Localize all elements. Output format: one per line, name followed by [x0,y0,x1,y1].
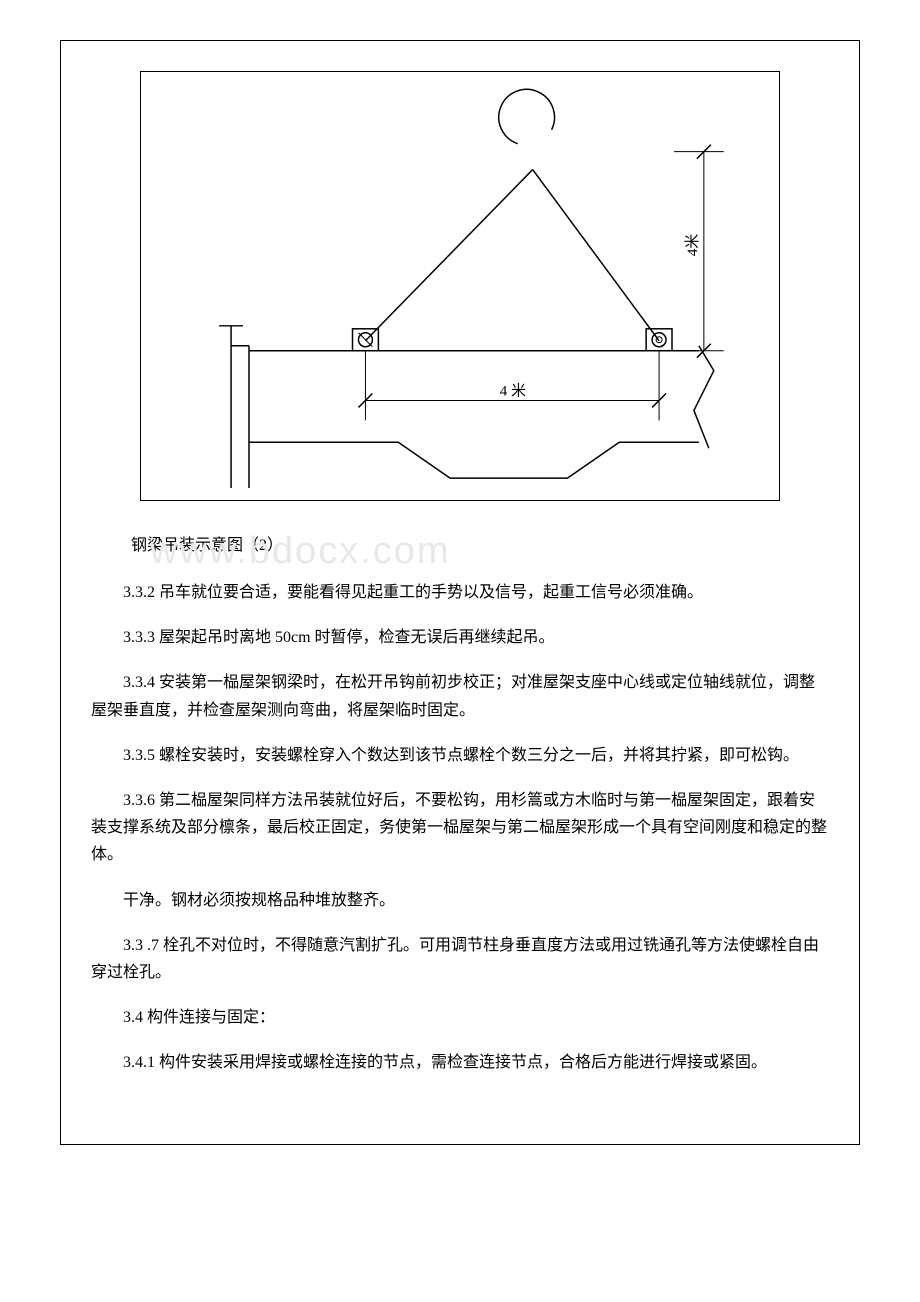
dim-h-label: 4 米 [500,382,526,399]
hoisting-diagram: 4 米 4米 [141,72,779,500]
para-3-3-7: 3.3 .7 栓孔不对位时，不得随意汽割扩孔。可用调节柱身垂直度方法或用过铣通孔… [91,932,829,986]
para-3-4-1: 3.4.1 构件安装采用焊接或螺栓连接的节点，需检查连接节点，合格后方能进行焊接… [91,1049,829,1076]
break-line-right [694,346,714,449]
document-border: 4 米 4米 钢梁吊装示意图（2） www.bdocx.com 3.3.2 吊车… [60,40,860,1145]
para-3-3-3: 3.3.3 屋架起吊时离地 50cm 时暂停，检查无误后再继续起吊。 [91,624,829,651]
para-clean: 干净。钢材必须按规格品种堆放整齐。 [91,887,829,914]
para-3-3-5: 3.3.5 螺栓安装时，安装螺栓穿入个数达到该节点螺栓个数三分之一后，并将其拧紧… [91,742,829,769]
beam-bottom [249,442,699,478]
sling-right [533,170,659,341]
dim-v-label: 4米 [684,234,701,256]
diagram-container: 4 米 4米 [140,71,780,501]
para-3-4: 3.4 构件连接与固定： [91,1004,829,1031]
sling-left [365,170,532,341]
para-3-3-4: 3.3.4 安装第一榀屋架钢梁时，在松开吊钩前初步校正；对准屋架支座中心线或定位… [91,669,829,723]
diagram-caption: 钢梁吊装示意图（2） [131,531,829,555]
para-3-3-6: 3.3.6 第二榀屋架同样方法吊装就位好后，不要松钩，用杉篙或方木临时与第一榀屋… [91,787,829,869]
hook-shape [499,89,555,143]
para-3-3-2: 3.3.2 吊车就位要合适，要能看得见起重工的手势以及信号，起重工信号必须准确。 [91,579,829,606]
